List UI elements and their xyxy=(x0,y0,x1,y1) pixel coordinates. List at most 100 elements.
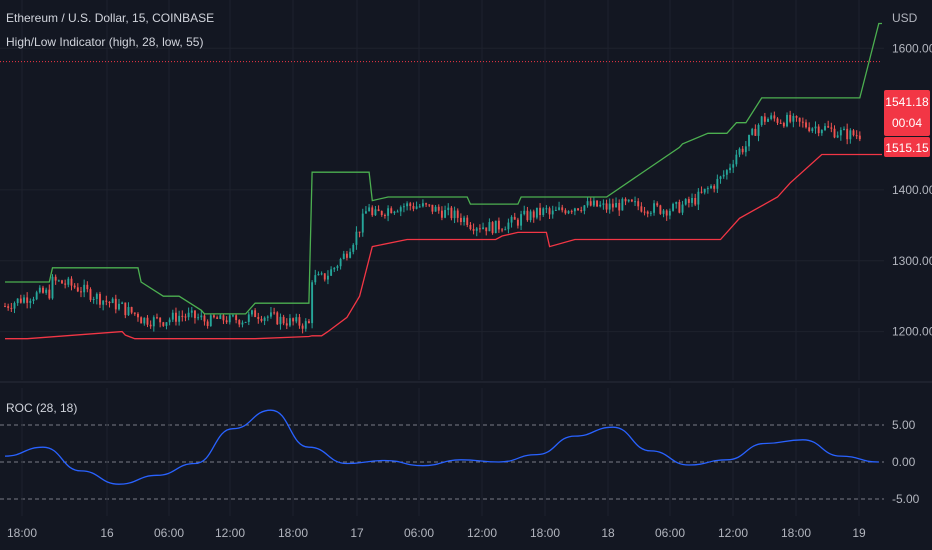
price-scale[interactable]: USD 1600.00 1400.00 1300.00 1200.00 5.00 0.00… xyxy=(892,11,932,506)
candle-body xyxy=(472,229,475,231)
candle-body xyxy=(678,202,681,213)
candle-body xyxy=(298,317,301,326)
candle-body xyxy=(497,220,500,230)
price-tick-label: 1600.00 xyxy=(892,41,932,55)
time-tick-label: 18 xyxy=(601,526,615,540)
candle-body xyxy=(244,321,247,323)
candle-body xyxy=(108,301,111,304)
candle-body xyxy=(409,203,412,206)
candle-body xyxy=(741,148,744,153)
candle-body xyxy=(488,222,491,232)
candle-body xyxy=(371,207,374,216)
candle-body xyxy=(181,315,184,317)
chart-title: Ethereum / U.S. Dollar, 15, COINBASE xyxy=(6,11,214,25)
candle-body xyxy=(200,315,203,318)
candle-body xyxy=(605,203,608,210)
candle-body xyxy=(691,197,693,203)
candle-body xyxy=(133,312,136,314)
candle-body xyxy=(463,217,466,223)
candle-body xyxy=(349,251,352,258)
candle-body xyxy=(801,121,804,123)
candle-body xyxy=(833,128,836,138)
roc-pane[interactable] xyxy=(0,388,884,516)
candle-body xyxy=(114,298,117,310)
candle-body xyxy=(858,135,861,140)
price-tag-last: 1541.18 00:04 xyxy=(884,90,930,136)
candle-body xyxy=(209,315,212,327)
price-tick-label: 1300.00 xyxy=(892,254,932,268)
time-axis[interactable]: 18:00 16 06:00 12:00 18:00 17 06:00 12:00 18:00 1… xyxy=(7,526,866,540)
candle-body xyxy=(706,188,709,190)
price-tag-low-bg xyxy=(884,137,930,157)
roc-grid xyxy=(0,388,884,516)
candle-body xyxy=(805,122,807,128)
currency-label: USD xyxy=(892,11,918,25)
candle-body xyxy=(26,297,29,303)
candle-body xyxy=(808,127,811,132)
candle-body xyxy=(545,208,548,210)
candle-body xyxy=(320,273,323,275)
candle-body xyxy=(380,211,383,215)
time-tick-label: 12:00 xyxy=(467,526,497,540)
candle-body xyxy=(615,203,618,208)
candle-body xyxy=(339,258,342,267)
candle-body xyxy=(757,124,760,136)
candle-body xyxy=(624,198,627,202)
candle-body xyxy=(364,211,367,214)
candle-body xyxy=(61,280,63,284)
candle-body xyxy=(643,211,646,213)
candle-body xyxy=(73,285,76,288)
candle-body xyxy=(317,273,320,276)
candle-body xyxy=(697,191,700,205)
candle-body xyxy=(798,117,801,122)
candle-body xyxy=(197,317,200,319)
candle-body xyxy=(507,222,510,230)
candle-body xyxy=(561,207,564,211)
price-tag-last-value: 1541.18 xyxy=(885,95,929,109)
candle-body xyxy=(659,205,662,214)
candle-body xyxy=(824,126,826,131)
candle-body xyxy=(725,170,728,175)
candle-body xyxy=(13,303,16,309)
candle-body xyxy=(843,128,845,131)
candle-body xyxy=(687,199,690,203)
candle-body xyxy=(137,313,139,318)
candle-body xyxy=(213,315,215,318)
candle-body xyxy=(377,209,380,212)
candle-body xyxy=(140,317,143,324)
candle-body xyxy=(811,128,814,132)
candle-body xyxy=(42,287,44,293)
candle-body xyxy=(459,217,462,223)
roc-tick-label: 5.00 xyxy=(892,418,916,432)
time-tick-label: 12:00 xyxy=(718,526,748,540)
candle-body xyxy=(342,253,345,259)
candle-body xyxy=(849,130,852,140)
indicator-title: High/Low Indicator (high, 28, low, 55) xyxy=(6,35,203,49)
candle-body xyxy=(10,307,13,309)
candle-body xyxy=(374,209,377,216)
time-tick-label: 16 xyxy=(100,526,114,540)
time-tick-label: 17 xyxy=(350,526,364,540)
candle-body xyxy=(301,325,304,329)
roc-title: ROC (28, 18) xyxy=(6,401,77,415)
candle-body xyxy=(95,293,98,300)
candle-body xyxy=(206,321,209,327)
candle-body xyxy=(564,210,567,214)
candle-body xyxy=(35,292,38,300)
price-grid xyxy=(0,0,884,380)
price-pane[interactable] xyxy=(0,0,884,380)
candle-body xyxy=(279,316,282,325)
candle-body xyxy=(532,211,535,218)
candle-body xyxy=(817,126,820,134)
candle-body xyxy=(535,207,538,218)
candle-body xyxy=(29,300,32,303)
candle-body xyxy=(437,206,440,211)
candle-body xyxy=(634,201,636,203)
candle-body xyxy=(510,216,513,223)
price-tag-low-value: 1515.15 xyxy=(885,141,929,155)
candle-body xyxy=(589,201,592,206)
roc-tick-label: -5.00 xyxy=(892,492,920,506)
candle-body xyxy=(713,185,716,189)
